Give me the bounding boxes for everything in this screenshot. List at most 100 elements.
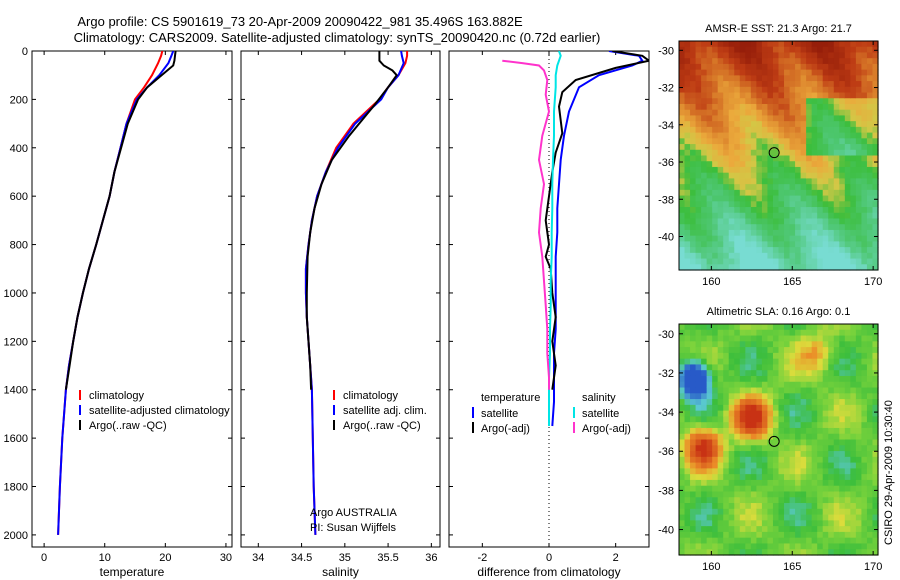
heatmap-cell [800, 46, 807, 54]
heatmap-cell [723, 485, 730, 493]
heatmap-cell [866, 201, 874, 208]
heatmap-cell [723, 375, 730, 383]
heatmap-cell [723, 422, 730, 429]
figure-title-line2: Climatology: CARS2009. Satellite-adjuste… [74, 30, 601, 45]
heatmap-cell [800, 98, 807, 105]
heatmap-cell [795, 433, 802, 441]
heatmap-cell [861, 462, 868, 469]
heatmap-cell [866, 549, 874, 556]
x-tick-label: 165 [783, 276, 801, 288]
heatmap-cell [855, 335, 863, 342]
heatmap-cell [684, 247, 691, 254]
heatmap-cell [872, 474, 879, 481]
heatmap-cell [679, 456, 686, 464]
series-line [548, 51, 562, 426]
heatmap-cell [800, 264, 807, 271]
heatmap-cell [844, 479, 851, 487]
heatmap-cell [739, 235, 746, 242]
heatmap-cell [778, 46, 785, 54]
heatmap-cell [800, 479, 807, 487]
heatmap-cell [695, 241, 702, 248]
heatmap-cell [822, 387, 829, 394]
heatmap-cell [756, 81, 763, 88]
heatmap-cell [684, 75, 691, 82]
heatmap-cell [839, 404, 846, 412]
heatmap-cell [761, 381, 769, 389]
heatmap-cell [817, 456, 824, 464]
heatmap-cell [784, 520, 791, 527]
heatmap-cell [701, 115, 708, 122]
heatmap-cell [750, 81, 757, 88]
heatmap-cell [861, 166, 868, 174]
heatmap-cell [800, 335, 807, 342]
heatmap-cell [761, 109, 769, 117]
y-tick-label: 200 [10, 94, 28, 106]
heatmap-cell [795, 370, 802, 377]
heatmap-cell [739, 404, 746, 412]
heatmap-cell [695, 212, 702, 220]
heatmap-cell [850, 393, 857, 400]
heatmap-cell [750, 526, 757, 533]
heatmap-cell [850, 537, 857, 545]
heatmap-cell [822, 503, 829, 510]
heatmap-cell [695, 172, 702, 179]
heatmap-cell [800, 241, 807, 248]
heatmap-cell [745, 427, 752, 435]
heatmap-cell [695, 149, 702, 157]
heatmap-cell [772, 370, 780, 377]
heatmap-cell [795, 98, 802, 105]
heatmap-cell [701, 75, 708, 82]
heatmap-cell [739, 224, 746, 231]
heatmap-cell [800, 172, 807, 179]
heatmap-cell [734, 144, 741, 151]
heatmap-cell [795, 235, 802, 242]
heatmap-cell [701, 166, 708, 174]
heatmap-cell [839, 229, 846, 237]
heatmap-cell [806, 433, 813, 441]
heatmap-cell [723, 195, 730, 202]
heatmap-cell [767, 115, 774, 122]
heatmap-cell [679, 433, 686, 441]
heatmap-cell [745, 189, 752, 197]
heatmap-cell [761, 86, 769, 94]
heatmap-cell [695, 132, 702, 139]
heatmap-cell [679, 347, 686, 354]
heatmap-cell [817, 451, 824, 458]
heatmap-cell [772, 224, 780, 231]
legend-group-title: temperature [481, 392, 540, 404]
heatmap-cell [717, 92, 724, 99]
heatmap-cell [684, 63, 691, 71]
heatmap-cell [745, 387, 752, 394]
heatmap-cell [734, 375, 741, 383]
heatmap-cell [855, 75, 863, 82]
heatmap-cell [701, 537, 708, 545]
heatmap-cell [728, 235, 735, 242]
heatmap-cell [806, 393, 813, 400]
heatmap-cell [811, 462, 818, 469]
heatmap-cell [750, 138, 757, 145]
heatmap-cell [850, 184, 857, 191]
heatmap-cell [844, 138, 851, 145]
heatmap-cell [806, 474, 813, 481]
heatmap-cell [701, 98, 708, 105]
heatmap-cell [767, 189, 774, 197]
heatmap-cell [728, 410, 735, 418]
heatmap-cell [822, 543, 829, 550]
heatmap-cell [745, 543, 752, 550]
heatmap-cell [861, 491, 868, 498]
heatmap-cell [778, 474, 785, 481]
heatmap-cell [679, 69, 686, 76]
heatmap-cell [734, 81, 741, 88]
heatmap-cell [750, 155, 757, 162]
heatmap-cell [817, 324, 824, 331]
heatmap-cell [701, 247, 708, 254]
heatmap-cell [822, 115, 829, 122]
heatmap-cell [872, 520, 879, 527]
heatmap-cell [772, 503, 780, 510]
heatmap-cell [850, 427, 857, 435]
heatmap-cell [828, 195, 835, 202]
heatmap-cell [855, 479, 863, 487]
heatmap-cell [750, 410, 757, 418]
heatmap-cell [850, 218, 857, 225]
heatmap-cell [734, 520, 741, 527]
